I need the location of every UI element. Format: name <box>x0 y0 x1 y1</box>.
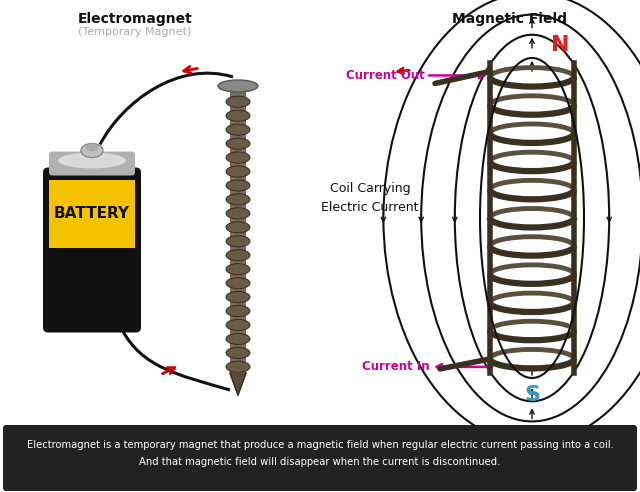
Ellipse shape <box>218 80 258 92</box>
Ellipse shape <box>226 334 250 344</box>
Text: Current In: Current In <box>362 361 430 373</box>
FancyBboxPatch shape <box>43 167 141 333</box>
FancyBboxPatch shape <box>3 425 637 491</box>
Bar <box>49 180 135 248</box>
Ellipse shape <box>226 236 250 247</box>
Ellipse shape <box>86 144 98 152</box>
Text: Coil Carrying
Electric Current: Coil Carrying Electric Current <box>321 182 419 214</box>
Ellipse shape <box>226 208 250 219</box>
Ellipse shape <box>226 194 250 205</box>
Polygon shape <box>230 373 246 395</box>
Text: (Temporary Magnet): (Temporary Magnet) <box>78 27 192 37</box>
Ellipse shape <box>58 153 126 168</box>
Text: Current Out: Current Out <box>346 69 425 82</box>
Text: BATTERY: BATTERY <box>54 207 130 221</box>
Ellipse shape <box>226 277 250 289</box>
Text: Electromagnet: Electromagnet <box>77 12 193 26</box>
Ellipse shape <box>226 152 250 163</box>
Ellipse shape <box>226 319 250 331</box>
FancyBboxPatch shape <box>49 152 135 176</box>
Ellipse shape <box>226 361 250 372</box>
Ellipse shape <box>226 124 250 135</box>
Ellipse shape <box>226 222 250 233</box>
Text: N: N <box>551 35 569 55</box>
Bar <box>230 92 246 373</box>
Text: And that magnetic field will disappear when the current is discontinued.: And that magnetic field will disappear w… <box>140 457 500 467</box>
Ellipse shape <box>226 96 250 107</box>
Ellipse shape <box>226 291 250 303</box>
Ellipse shape <box>226 166 250 177</box>
Ellipse shape <box>226 264 250 275</box>
Text: S: S <box>524 385 540 405</box>
Ellipse shape <box>226 180 250 191</box>
Ellipse shape <box>81 144 103 157</box>
Text: Electromagnet is a temporary magnet that produce a magnetic field when regular e: Electromagnet is a temporary magnet that… <box>27 440 613 450</box>
Text: Magnetic Field: Magnetic Field <box>452 12 568 26</box>
Ellipse shape <box>226 138 250 149</box>
Ellipse shape <box>226 110 250 122</box>
Ellipse shape <box>226 249 250 261</box>
Ellipse shape <box>226 347 250 359</box>
Ellipse shape <box>226 306 250 316</box>
